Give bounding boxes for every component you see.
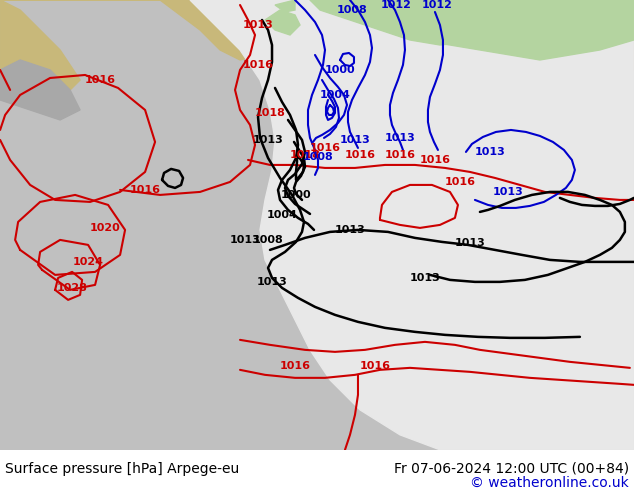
Text: 1016: 1016 [344,150,375,160]
Polygon shape [190,0,634,450]
Polygon shape [310,0,634,45]
Text: 1013: 1013 [257,277,287,287]
Text: 1016: 1016 [129,185,160,195]
Text: 1004: 1004 [320,90,351,100]
Text: 1013: 1013 [493,187,523,197]
Text: 1000: 1000 [325,65,355,75]
Text: 1008: 1008 [252,235,283,245]
Text: 1013: 1013 [230,235,261,245]
Polygon shape [420,0,480,5]
Text: 1013: 1013 [243,20,273,30]
Text: Fr 07-06-2024 12:00 UTC (00+84): Fr 07-06-2024 12:00 UTC (00+84) [394,462,629,476]
Text: 1016: 1016 [444,177,476,187]
Text: 1008: 1008 [302,152,333,162]
Text: © weatheronline.co.uk: © weatheronline.co.uk [470,476,629,490]
Text: 1013: 1013 [455,238,485,248]
Text: 1020: 1020 [89,223,120,233]
Text: 1013: 1013 [475,147,505,157]
Text: 1016: 1016 [84,75,115,85]
Polygon shape [310,0,480,15]
Text: 1016: 1016 [309,143,340,153]
Text: 1016: 1016 [280,361,311,371]
Text: 1018: 1018 [255,108,285,118]
Text: 1016: 1016 [359,361,391,371]
Text: 1004: 1004 [266,210,297,220]
Polygon shape [0,60,80,120]
Polygon shape [280,0,380,20]
Text: 1013: 1013 [340,135,370,145]
Polygon shape [0,0,80,100]
Text: Surface pressure [hPa] Arpege-eu: Surface pressure [hPa] Arpege-eu [5,462,239,476]
Polygon shape [0,0,634,70]
Text: 1024: 1024 [72,257,103,267]
Text: 1013: 1013 [335,225,365,235]
Text: 1000: 1000 [281,190,311,200]
Text: 1013: 1013 [410,273,441,283]
Text: 1016: 1016 [420,155,450,165]
Text: 1012: 1012 [422,0,453,10]
Text: 1013: 1013 [385,133,415,143]
Polygon shape [330,0,634,60]
Text: 1013: 1013 [252,135,283,145]
Text: 1028: 1028 [56,283,87,293]
Text: 1012: 1012 [380,0,411,10]
Text: 1016: 1016 [243,60,273,70]
Polygon shape [275,0,295,12]
Polygon shape [340,0,410,5]
Text: 1008: 1008 [337,5,367,15]
Polygon shape [265,10,300,35]
Text: 1018: 1018 [290,150,320,160]
Text: 1016: 1016 [384,150,415,160]
Polygon shape [500,0,634,60]
